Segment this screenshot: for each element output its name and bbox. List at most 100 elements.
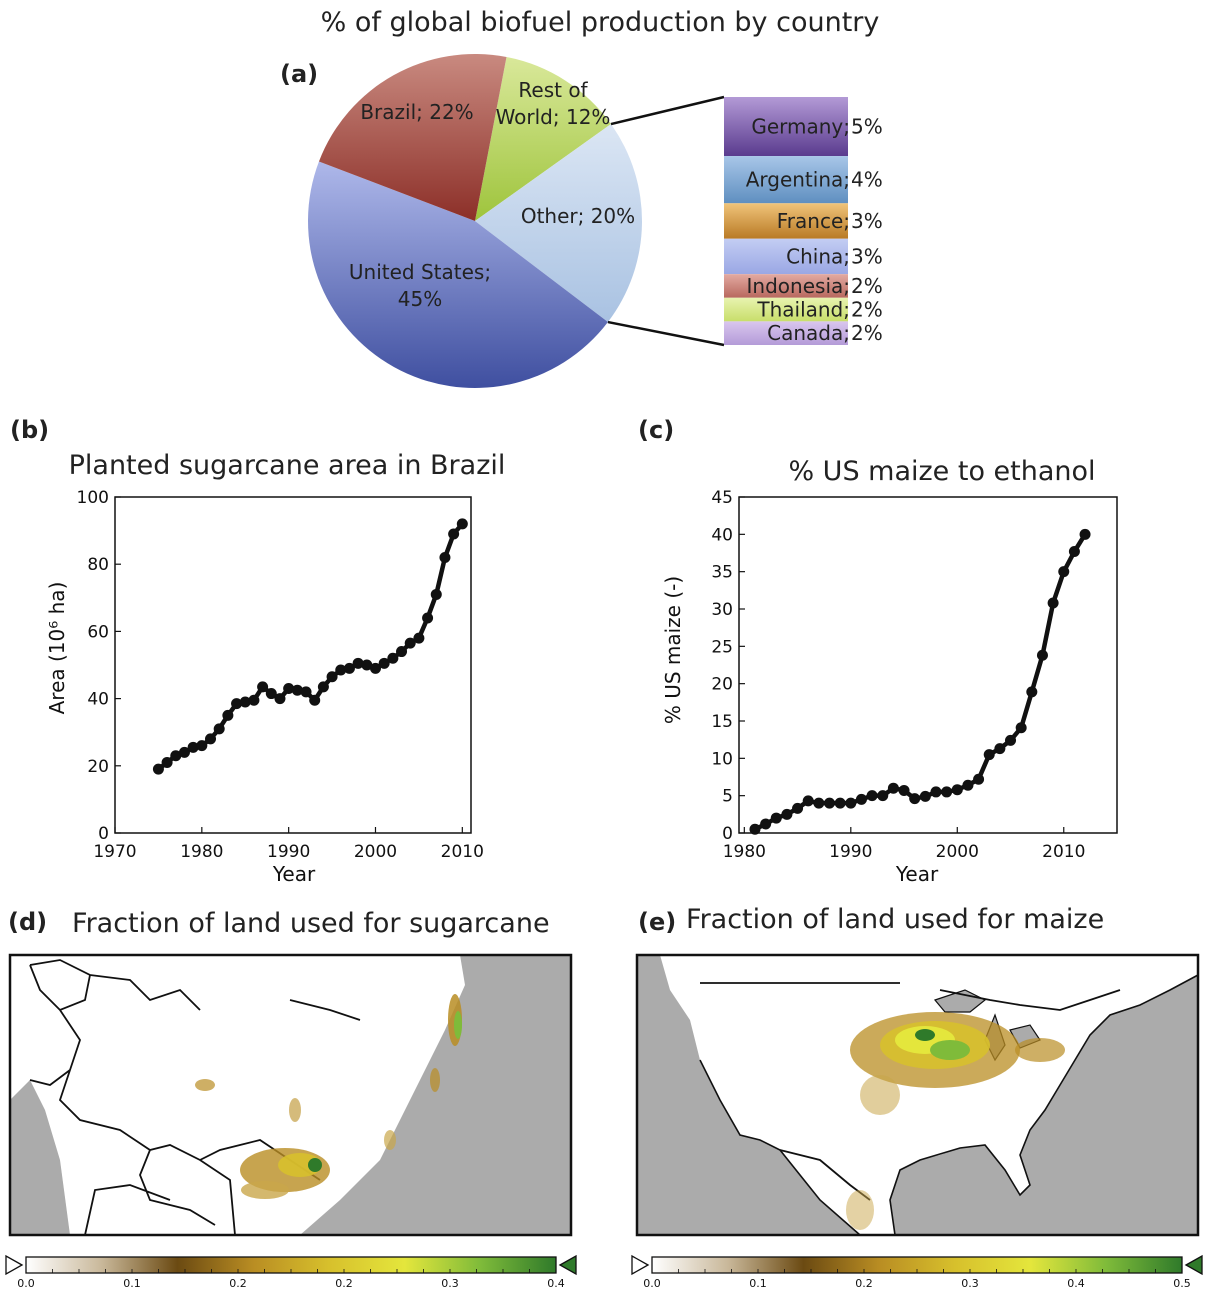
data-point: [178, 746, 190, 758]
breakdown-value: 3%: [851, 244, 883, 268]
breakdown-label: Germany;: [751, 115, 850, 139]
colorbar-tick-label: 0.5: [1173, 1277, 1191, 1290]
data-point: [378, 657, 390, 669]
data-point: [335, 664, 347, 676]
data-point: [994, 743, 1006, 755]
y-tick-label: 35: [711, 563, 733, 583]
data-point: [760, 818, 772, 830]
chart-c-plot: 1980 1990 2000 2010 0 5 10 15 20 25 30 35 40 45: [711, 488, 1118, 862]
data-point: [352, 657, 364, 669]
sugarcane-map: [8, 953, 573, 1237]
data-point: [396, 646, 408, 658]
x-tick-label: 2000: [354, 842, 397, 862]
data-point: [257, 681, 269, 693]
data-point: [941, 786, 953, 798]
panel-label-b: (b): [10, 416, 49, 444]
colorbar-tick-label: 0.4: [547, 1277, 565, 1290]
data-point: [962, 779, 974, 791]
panel-label-a: (a): [280, 60, 318, 88]
data-point: [1026, 686, 1038, 698]
map-e-land: [660, 955, 1198, 1235]
map-d-frame: [8, 953, 573, 1237]
data-point: [317, 681, 329, 693]
colorbar-tick-label: 0.1: [123, 1277, 141, 1290]
data-point: [845, 797, 857, 809]
maize-map: [635, 953, 1200, 1237]
data-point: [187, 741, 199, 753]
data-point: [898, 784, 910, 796]
data-point: [161, 756, 173, 768]
x-tick-label: 1990: [267, 842, 310, 862]
data-point: [930, 786, 942, 798]
data-point: [274, 693, 286, 705]
breakdown-value: 3%: [851, 209, 883, 233]
colorbar-max-arrow: [558, 1254, 577, 1276]
data-point: [1036, 649, 1048, 661]
data-point: [1079, 528, 1091, 540]
series-line: [753, 533, 1087, 832]
data-point: [343, 662, 355, 674]
panel-label-c: (c): [638, 416, 674, 444]
breakdown-segment: [724, 97, 848, 157]
data-point: [983, 749, 995, 761]
map-e-frame: [635, 953, 1200, 1237]
panel-label-d: (d): [8, 908, 47, 936]
y-tick-label: 30: [711, 600, 733, 620]
chart-c-title: % US maize to ethanol: [788, 456, 1095, 487]
data-point: [196, 740, 208, 752]
data-point: [152, 763, 164, 775]
data-point: [749, 823, 761, 835]
data-point: [361, 659, 373, 671]
data-point: [369, 662, 381, 674]
y-tick-label: 5: [722, 787, 733, 807]
data-point: [1005, 734, 1017, 746]
data-point: [300, 686, 312, 698]
data-point: [387, 652, 399, 664]
x-tick-label: 2010: [441, 842, 484, 862]
sugarcane-line-panel: (b) Planted sugarcane area in Brazil Yea…: [10, 416, 505, 886]
map-d-cropland: [195, 994, 462, 1199]
data-point: [231, 698, 243, 710]
panel-label-e: (e): [638, 908, 676, 936]
data-point: [309, 694, 321, 706]
colorbar-tick-label: 0.2: [855, 1277, 873, 1290]
colorbar-min-arrow: [631, 1254, 650, 1276]
y-tick-label: 45: [711, 488, 733, 508]
other-breakdown-bar: Germany; 5%Argentina; 4%France; 3%China; 3%I…: [607, 95, 883, 347]
sugarcane-map-panel: (d) Fraction of land used for sugarcane: [8, 908, 573, 1237]
pie-slice-label: Rest of: [518, 78, 588, 102]
y-tick-label: 100: [77, 488, 109, 508]
data-point: [909, 793, 921, 805]
y-tick-label: 20: [711, 675, 733, 695]
data-point: [887, 782, 899, 794]
map-d-borders: [29, 959, 361, 1236]
data-point: [1015, 722, 1027, 734]
chart-c-ylabel: % US maize (-): [661, 576, 685, 724]
colorbar-d: 0.0 0.1 0.2 0.2 0.3 0.4: [5, 1254, 577, 1290]
data-point: [248, 694, 260, 706]
x-tick-label: 1970: [93, 842, 136, 862]
colorbar-tick-label: 0.0: [17, 1277, 35, 1290]
chart-b-xlabel: Year: [272, 862, 316, 886]
chart-d-title: Fraction of land used for sugarcane: [72, 908, 550, 939]
pie-slice: [308, 161, 608, 388]
colorbar-tick-label: 0.1: [749, 1277, 767, 1290]
data-point: [919, 790, 931, 802]
colorbar-max-arrow: [1184, 1254, 1203, 1276]
pie-title: % of global biofuel production by countr…: [321, 7, 880, 38]
x-tick-label: 1980: [180, 842, 223, 862]
colorbar-tick-label: 0.2: [335, 1277, 353, 1290]
colorbar-e: 0.0 0.1 0.2 0.3 0.4 0.5: [631, 1254, 1203, 1290]
plot-frame: [114, 496, 472, 834]
breakdown-segment: [724, 203, 848, 239]
data-point: [973, 773, 985, 785]
breakdown-segment: [724, 238, 848, 275]
breakdown-value: 2%: [851, 321, 883, 345]
data-point: [792, 802, 804, 814]
chart-c-xlabel: Year: [895, 862, 939, 886]
breakdown-segment: [724, 274, 848, 298]
data-point: [855, 793, 867, 805]
x-tick-label: 2010: [1042, 842, 1085, 862]
pie-slice: [475, 124, 643, 323]
